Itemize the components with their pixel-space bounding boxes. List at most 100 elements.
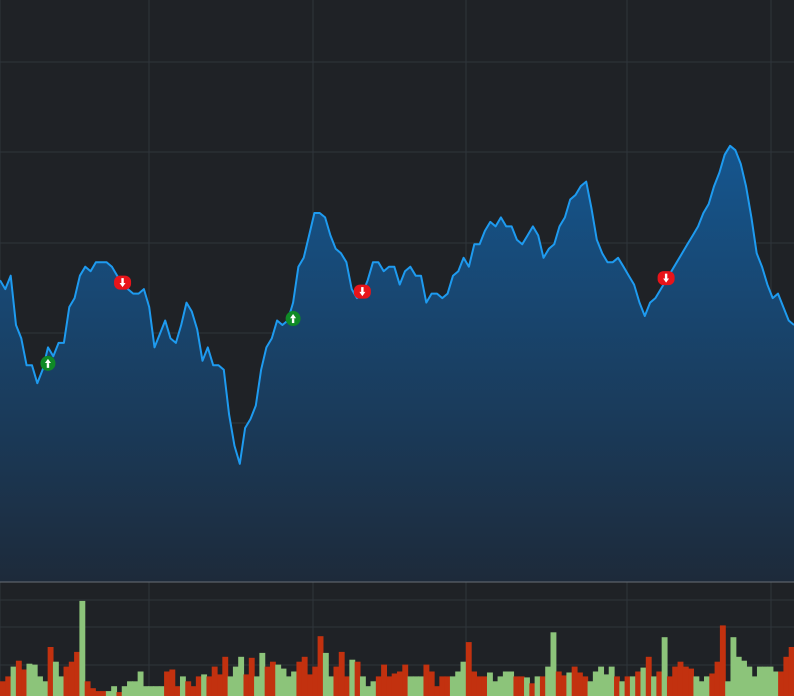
volume-bar bbox=[349, 659, 356, 696]
volume-bar bbox=[693, 676, 700, 696]
volume-bar bbox=[158, 686, 165, 696]
volume-bar bbox=[439, 676, 446, 696]
volume-bar bbox=[576, 672, 583, 696]
volume-bar bbox=[587, 681, 594, 696]
volume-bar bbox=[571, 666, 578, 696]
volume-bar bbox=[301, 656, 308, 696]
volume-bar bbox=[778, 671, 785, 696]
volume-bar bbox=[211, 666, 218, 696]
volume-bar bbox=[582, 676, 589, 696]
volume-bar bbox=[423, 664, 430, 696]
volume-bar bbox=[58, 676, 65, 696]
volume-bar bbox=[709, 673, 716, 696]
volume-bar bbox=[471, 671, 477, 696]
down-arrow-icon bbox=[119, 278, 126, 288]
volume-bar bbox=[84, 681, 91, 696]
volume-bar bbox=[381, 664, 388, 696]
volume-bar bbox=[412, 676, 419, 696]
volume-bar bbox=[285, 676, 292, 696]
volume-bar bbox=[185, 681, 192, 696]
volume-bar bbox=[460, 661, 467, 696]
down-arrow-icon bbox=[359, 287, 366, 297]
volume-bar bbox=[95, 691, 102, 696]
volume-bar bbox=[762, 666, 769, 696]
volume-bar bbox=[307, 674, 313, 696]
volume-bar bbox=[354, 661, 361, 696]
volume-bar bbox=[269, 661, 276, 696]
sell-signal-marker[interactable] bbox=[114, 275, 132, 290]
volume-bar bbox=[10, 666, 17, 696]
up-arrow-icon bbox=[44, 358, 51, 368]
volume-bar bbox=[418, 676, 425, 696]
volume-bar bbox=[52, 661, 59, 696]
volume-bar bbox=[455, 671, 462, 696]
volume-bar bbox=[375, 676, 382, 696]
volume-bar bbox=[174, 686, 181, 696]
volume-bar bbox=[105, 691, 112, 696]
volume-bar bbox=[116, 692, 123, 696]
volume-bar bbox=[227, 676, 234, 696]
volume-bar bbox=[449, 676, 456, 696]
volume-bar bbox=[592, 671, 599, 696]
volume-bar bbox=[513, 676, 520, 696]
volume-bar bbox=[142, 686, 149, 696]
volume-bar bbox=[238, 656, 245, 696]
volume-bar bbox=[698, 681, 705, 696]
volume-bar bbox=[539, 676, 546, 696]
volume-bar bbox=[322, 652, 329, 696]
volume-bar bbox=[132, 681, 139, 696]
volume-bar bbox=[672, 666, 679, 696]
volume-bar bbox=[688, 668, 695, 696]
volume-bar bbox=[624, 676, 631, 696]
volume-bar bbox=[21, 669, 28, 696]
volume-bar bbox=[788, 647, 794, 696]
price-panel bbox=[0, 144, 794, 583]
volume-bar bbox=[434, 686, 440, 696]
volume-bar bbox=[111, 686, 118, 696]
volume-bar bbox=[42, 681, 49, 696]
volume-bar bbox=[677, 661, 684, 696]
volume-bar bbox=[756, 666, 763, 696]
sell-signal-marker[interactable] bbox=[657, 271, 675, 286]
volume-bar bbox=[68, 661, 75, 696]
volume-bar bbox=[666, 676, 673, 696]
volume-bar bbox=[344, 676, 350, 696]
volume-bar bbox=[725, 681, 732, 696]
volume-bar bbox=[730, 637, 737, 696]
price-line bbox=[0, 144, 794, 465]
volume-bar bbox=[640, 667, 647, 696]
buy-signal-marker[interactable] bbox=[40, 355, 56, 371]
volume-bar bbox=[714, 661, 721, 696]
volume-bar bbox=[370, 681, 377, 696]
volume-bar bbox=[603, 674, 610, 696]
volume-bar bbox=[338, 651, 345, 696]
volume-bar bbox=[137, 671, 144, 696]
volume-bar bbox=[264, 666, 271, 696]
volume-bar bbox=[397, 671, 403, 696]
volume-bar bbox=[550, 632, 557, 696]
volume-panel bbox=[0, 600, 794, 696]
volume-bar bbox=[201, 674, 208, 696]
volume-bar bbox=[291, 671, 298, 696]
volume-bar bbox=[217, 674, 223, 696]
volume-bar bbox=[280, 668, 287, 696]
volume-bar bbox=[79, 600, 86, 696]
volume-bar bbox=[47, 647, 54, 696]
volume-bar bbox=[275, 664, 282, 696]
volume-bar bbox=[661, 637, 668, 696]
volume-bar bbox=[545, 666, 552, 696]
volume-bar bbox=[518, 676, 525, 696]
volume-bar bbox=[63, 666, 70, 696]
volume-bar bbox=[476, 676, 483, 696]
volume-bar bbox=[524, 677, 530, 696]
buy-signal-marker[interactable] bbox=[285, 311, 301, 327]
volume-bar bbox=[328, 676, 335, 696]
volume-bar bbox=[508, 671, 515, 696]
volume-bar bbox=[15, 660, 22, 696]
volume-bar bbox=[222, 656, 229, 696]
volume-bar bbox=[741, 660, 747, 696]
volume-bar bbox=[502, 671, 509, 696]
volume-bar bbox=[89, 688, 96, 696]
sell-signal-marker[interactable] bbox=[353, 284, 371, 299]
